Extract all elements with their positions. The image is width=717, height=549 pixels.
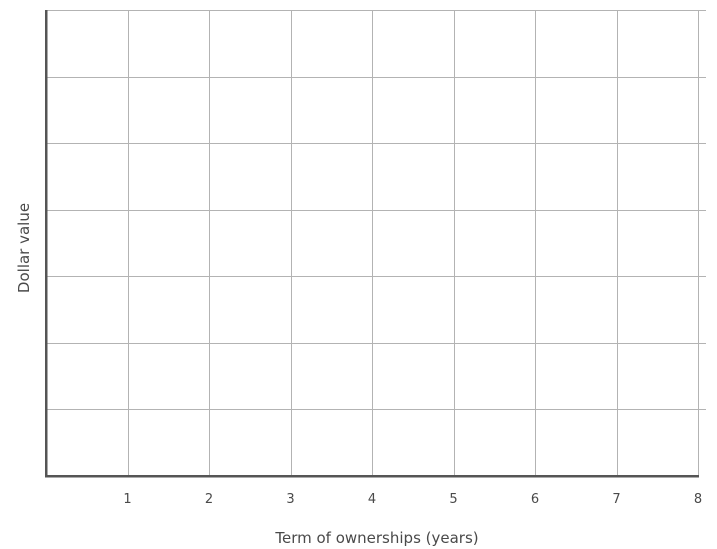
x-axis-title: Term of ownerships (years) [274, 529, 478, 547]
grid-vertical [129, 10, 699, 476]
x-tick-label-1: 1 [123, 492, 131, 507]
y-axis-title: Dollar value [15, 203, 33, 293]
x-tick-label-2: 2 [205, 492, 213, 507]
x-tick-label-3: 3 [286, 492, 294, 507]
x-tick-label-7: 7 [612, 492, 620, 507]
x-tick-label-8: 8 [694, 492, 702, 507]
x-tick-label-4: 4 [368, 492, 376, 507]
x-tick-label-6: 6 [531, 492, 539, 507]
x-tick-label-5: 5 [449, 492, 457, 507]
x-tick-labels: 1 2 3 4 5 6 7 8 [123, 492, 702, 507]
grid-horizontal [46, 11, 706, 410]
